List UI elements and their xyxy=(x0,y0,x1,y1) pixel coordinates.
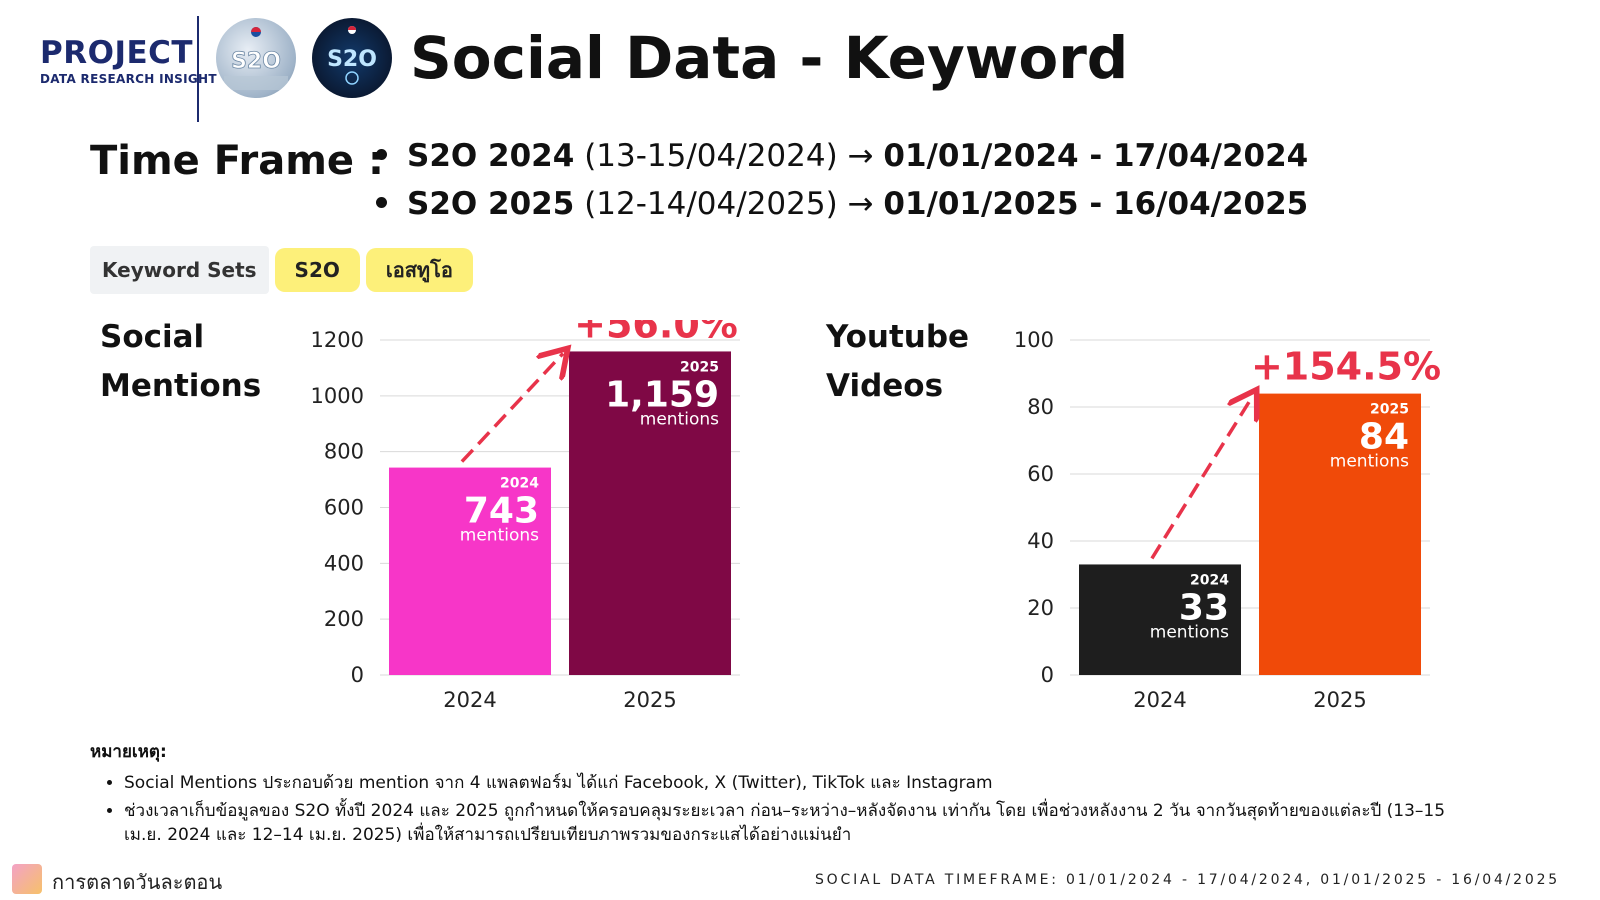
growth-arrow xyxy=(1150,396,1253,560)
y-tick-label: 60 xyxy=(1027,462,1054,486)
y-tick-label: 600 xyxy=(324,496,364,520)
growth-label: +154.5% xyxy=(1251,345,1441,389)
header-divider xyxy=(197,16,199,122)
x-tick-label: 2025 xyxy=(623,688,676,712)
bar-value-label: 33 xyxy=(1179,587,1229,628)
social-mentions-chart: 0200400600800100012002024743mentions2024… xyxy=(311,320,740,712)
y-tick-label: 800 xyxy=(324,440,364,464)
y-tick-label: 80 xyxy=(1027,395,1054,419)
notes-section: หมายเหตุ: Social Mentions ประกอบด้วย men… xyxy=(90,738,1454,851)
bar-year-tag: 2025 xyxy=(680,359,719,375)
keyword-sets-label: Keyword Sets xyxy=(90,246,269,294)
y-tick-label: 1200 xyxy=(311,328,364,352)
bar-value-label: 743 xyxy=(464,491,539,532)
keyword-sets: Keyword Sets S2O เอสทูโอ xyxy=(90,246,473,294)
timeframe-range: 01/01/2024 - 17/04/2024 xyxy=(883,138,1309,174)
y-tick-label: 0 xyxy=(1041,663,1054,687)
social-mentions-title: Social Mentions xyxy=(100,319,262,404)
y-tick-label: 100 xyxy=(1014,328,1054,352)
timeframe-range: 01/01/2025 - 16/04/2025 xyxy=(883,186,1309,222)
footer-timeframe: SOCIAL DATA TIMEFRAME: 01/01/2024 - 17/0… xyxy=(814,872,1560,888)
y-tick-label: 40 xyxy=(1027,529,1054,553)
bar xyxy=(1259,393,1421,675)
y-tick-label: 400 xyxy=(324,551,364,575)
brand-title: PROJECT xyxy=(40,35,194,71)
bullet-icon xyxy=(376,197,387,208)
logo2-text: S2O xyxy=(327,47,377,72)
note-item: ช่วงเวลาเก็บข้อมูลของ S2O ทั้งปี 2024 แล… xyxy=(124,799,1454,847)
logo1-text: S2O xyxy=(231,49,281,74)
keyword-chip-thai: เอสทูโอ xyxy=(365,248,473,292)
project-brand: PROJECT DATA RESEARCH INSIGHT xyxy=(40,36,217,86)
bar-unit-label: mentions xyxy=(1150,622,1229,642)
bar xyxy=(569,351,731,675)
youtube-videos-chart: 020406080100202433mentions2024202584ment… xyxy=(1014,328,1441,712)
bar-year-tag: 2024 xyxy=(500,476,539,492)
timeframe-event-dates: (12-14/04/2025) xyxy=(584,186,838,222)
arrow-right-icon: → xyxy=(847,186,874,222)
keyword-chip-s2o: S2O xyxy=(274,248,360,292)
bullet-icon xyxy=(376,149,387,160)
y-tick-label: 20 xyxy=(1027,596,1054,620)
bar-unit-label: mentions xyxy=(640,409,719,429)
bar xyxy=(389,467,551,675)
x-tick-label: 2024 xyxy=(1133,688,1186,712)
page-title: Social Data - Keyword xyxy=(410,24,1129,92)
note-item: Social Mentions ประกอบด้วย mention จาก 4… xyxy=(124,771,1454,795)
footer-logo-icon xyxy=(12,864,42,894)
bar xyxy=(1079,564,1241,675)
notes-title: หมายเหตุ: xyxy=(90,742,167,762)
timeframe-event: S2O 2024 xyxy=(407,138,575,174)
y-tick-label: 0 xyxy=(351,663,364,687)
bar-year-tag: 2024 xyxy=(1190,572,1229,588)
s2o-logo-light: S2O xyxy=(216,18,296,98)
bar-year-tag: 2025 xyxy=(1370,402,1409,418)
bar-value-label: 1,159 xyxy=(605,374,719,415)
timeframe-event-dates: (13-15/04/2024) xyxy=(584,138,838,174)
timeframe-label: Time Frame : xyxy=(90,138,384,184)
x-tick-label: 2025 xyxy=(1313,688,1366,712)
timeframe-item: S2O 2025 (12-14/04/2025) → 01/01/2025 - … xyxy=(376,186,1308,222)
growth-label: +56.0% xyxy=(574,320,738,346)
youtube-videos-title: Youtube Videos xyxy=(826,319,970,404)
timeframe-event: S2O 2025 xyxy=(407,186,575,222)
bar-unit-label: mentions xyxy=(1330,452,1409,472)
arrow-right-icon: → xyxy=(847,138,874,174)
y-tick-label: 200 xyxy=(324,607,364,631)
x-tick-label: 2024 xyxy=(443,688,496,712)
timeframe-item: S2O 2024 (13-15/04/2024) → 01/01/2024 - … xyxy=(376,138,1308,174)
y-tick-label: 1000 xyxy=(311,384,364,408)
bar-value-label: 84 xyxy=(1359,417,1409,458)
bar-unit-label: mentions xyxy=(460,526,539,546)
footer-brand: การตลาดวันละตอน xyxy=(52,870,223,894)
growth-arrow xyxy=(460,353,563,463)
brand-subtitle: DATA RESEARCH INSIGHT xyxy=(40,72,217,86)
s2o-logo-dark: S2O xyxy=(312,18,392,98)
